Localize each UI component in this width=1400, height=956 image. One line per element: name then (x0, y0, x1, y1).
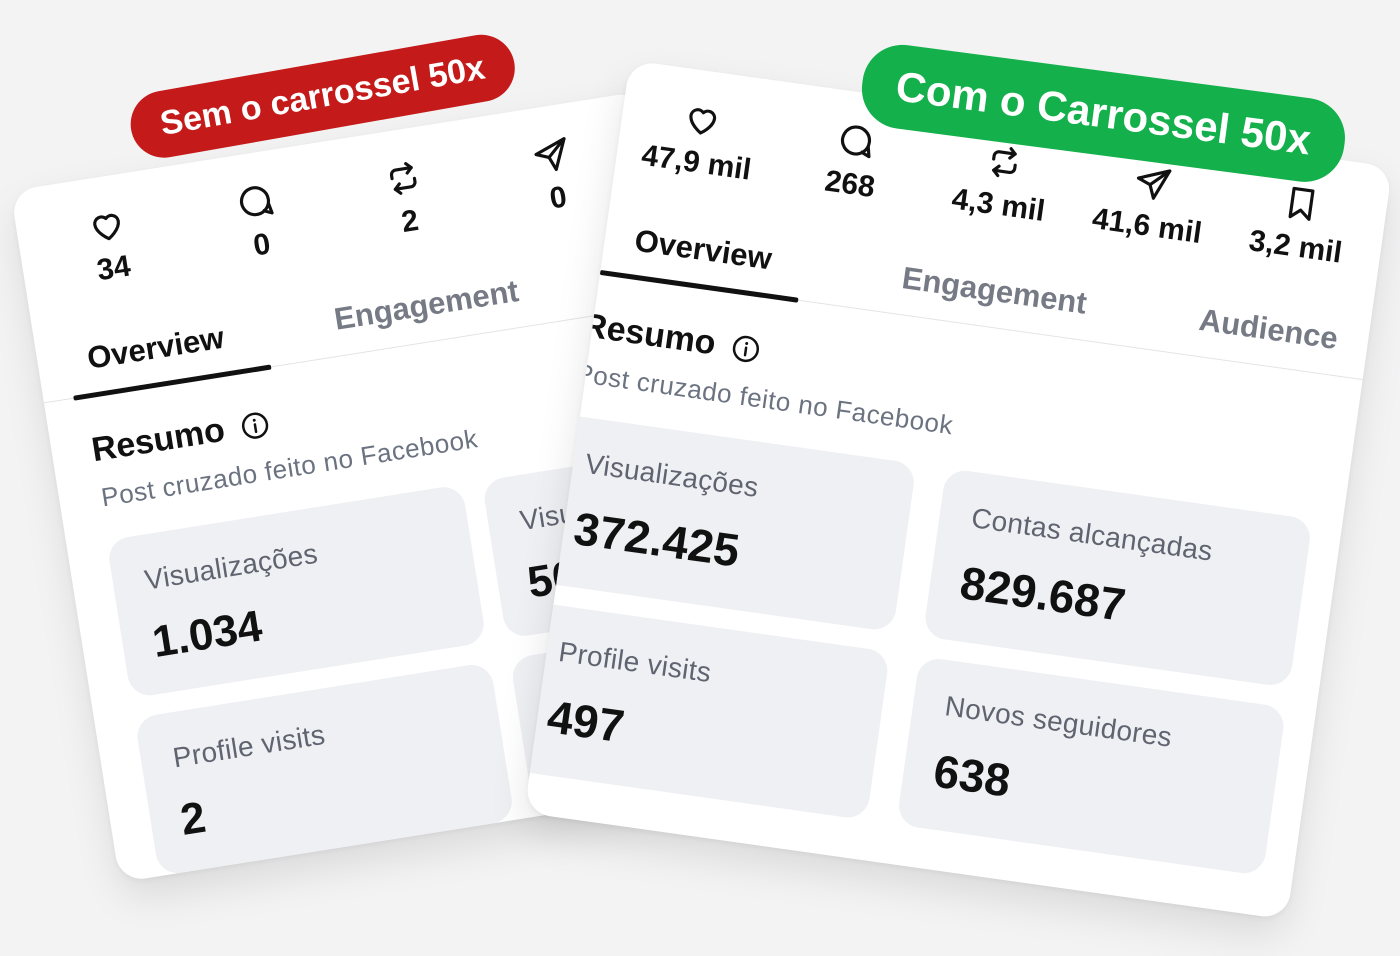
tab-overview[interactable]: Overview (632, 222, 774, 277)
info-icon[interactable] (729, 332, 763, 366)
summary-header: Resumo (89, 404, 273, 471)
summary-title: Resumo (88, 410, 228, 470)
metric-label: Profile visits (556, 636, 714, 689)
comment-icon (784, 113, 928, 172)
repost-icon (331, 149, 476, 210)
engagement-stats-row: 34 0 2 0 (15, 121, 664, 330)
stat-saves[interactable]: 3,2 mil (1224, 175, 1374, 274)
metric-label: Novos seguidores (943, 690, 1175, 753)
metric-label: Contas alcançadas (969, 502, 1215, 567)
comment-icon (183, 172, 328, 233)
heart-icon (35, 196, 180, 257)
metric-value: 372.425 (570, 502, 743, 577)
metric-value: 829.687 (956, 556, 1129, 631)
metric-value: 2 (177, 792, 209, 845)
summary-title: Resumo (580, 306, 719, 363)
metric-label: Visualizações (142, 537, 320, 596)
tab-engagement[interactable]: Engagement (331, 273, 521, 337)
stat-likes[interactable]: 34 (35, 196, 186, 297)
share-icon (1081, 154, 1225, 213)
stat-comments[interactable]: 268 (778, 113, 928, 212)
heart-icon (630, 91, 774, 150)
metric-label: Profile visits (170, 718, 328, 774)
engagement-stats-row: 47,9 mil 268 4,3 mil 41,6 mil (611, 90, 1389, 306)
insights-card-without-carousel: 34 0 2 0 Overview (10, 90, 753, 883)
metric-value: 497 (544, 690, 628, 753)
bookmark-icon (1229, 175, 1373, 234)
tab-audience[interactable]: Audience (1197, 301, 1341, 357)
share-icon (479, 125, 624, 186)
repost-icon (932, 134, 1076, 193)
summary-header: Resumo (580, 306, 764, 370)
stat-shares[interactable]: 41,6 mil (1075, 154, 1225, 253)
tab-overview[interactable]: Overview (84, 319, 227, 376)
tab-engagement[interactable]: Engagement (899, 260, 1090, 321)
insights-card-with-carousel: 47,9 mil 268 4,3 mil 41,6 mil (524, 60, 1393, 920)
metric-tile-accounts-reached[interactable]: Contas alcançadas 829.687 (922, 467, 1313, 688)
metric-tile-views[interactable]: Visualizações 1.034 (106, 484, 487, 699)
stat-reposts[interactable]: 2 (331, 149, 482, 250)
metric-tile-views[interactable]: Visualizações 372.425 (536, 413, 917, 633)
stat-reposts[interactable]: 4,3 mil (927, 134, 1077, 233)
metric-value: 638 (930, 744, 1014, 807)
metric-tile-profile-visits[interactable]: Profile visits 497 (524, 601, 891, 821)
stat-likes[interactable]: 47,9 mil (625, 91, 775, 190)
metric-tile-profile-visits[interactable]: Profile visits 2 (134, 661, 515, 877)
metric-value: 1.034 (148, 601, 266, 668)
stat-comments[interactable]: 0 (183, 172, 334, 273)
metric-label: Visualizações (583, 447, 761, 503)
metric-tile-new-followers[interactable]: Novos seguidores 638 (896, 656, 1287, 876)
info-icon[interactable] (238, 408, 272, 442)
stat-shares[interactable]: 0 (479, 125, 630, 226)
